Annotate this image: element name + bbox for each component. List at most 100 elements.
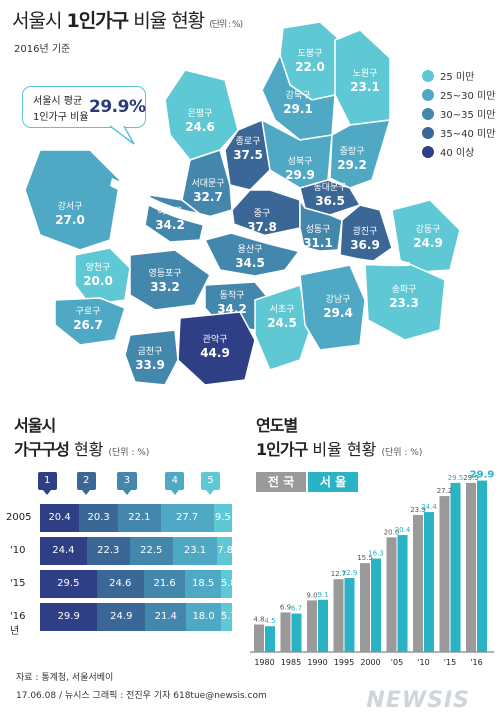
household-segment: 23.1 bbox=[172, 537, 218, 565]
household-title: 서울시 가구구성 현황 (단위 : %) bbox=[14, 412, 149, 460]
district-value: 37.8 bbox=[247, 220, 277, 234]
legend-swatch bbox=[422, 107, 434, 120]
legend-label: 30~35 미만 bbox=[440, 110, 496, 121]
bar-seoul-label: 24.4 bbox=[421, 503, 437, 511]
district-name: 용산구 bbox=[238, 244, 263, 255]
district-value: 34.2 bbox=[155, 218, 185, 232]
household-segment: 24.4 bbox=[40, 537, 87, 565]
bar-seoul-label: 29.9 bbox=[470, 470, 495, 481]
bar-nation bbox=[386, 537, 397, 652]
household-segment: 27.7 bbox=[160, 504, 214, 532]
yearly-title-rest: 비율 현황 bbox=[307, 440, 377, 459]
legend-swatch bbox=[422, 145, 434, 158]
district-value: 26.7 bbox=[73, 318, 103, 332]
district-name: 금천구 bbox=[138, 346, 163, 357]
bar-nation-label: 12.7 bbox=[331, 570, 347, 578]
bar-nation bbox=[439, 496, 450, 652]
bar-seoul bbox=[318, 599, 328, 652]
bar-seoul bbox=[344, 578, 355, 652]
district-14 bbox=[391, 199, 461, 273]
district-value: 23.1 bbox=[350, 80, 380, 94]
bar-nation-label: 20.0 bbox=[384, 528, 400, 536]
bar-seoul bbox=[424, 512, 434, 652]
title-unit: (단위 : %) bbox=[209, 20, 243, 30]
district-name: 중구 bbox=[254, 208, 271, 219]
district-value: 24.5 bbox=[267, 316, 297, 330]
bar-nation-label: 27.2 bbox=[437, 487, 453, 495]
bar-nation-label: 23.9 bbox=[410, 506, 426, 514]
legend-swatch bbox=[422, 88, 434, 101]
district-name: 강서구 bbox=[58, 201, 83, 212]
bar-seoul-label: 16.3 bbox=[368, 550, 384, 558]
district-value: 23.3 bbox=[389, 296, 419, 310]
district-name: 양천구 bbox=[86, 262, 111, 273]
household-segment: 20.4 bbox=[40, 504, 80, 532]
district-9 bbox=[24, 149, 121, 251]
title-post: 비율 현황 bbox=[128, 10, 205, 32]
district-value: 29.9 bbox=[285, 168, 315, 182]
district-value: 22.0 bbox=[295, 60, 325, 74]
household-segment: 20.3 bbox=[79, 504, 119, 532]
bar-seoul bbox=[477, 480, 487, 652]
x-tick-label: 1980 bbox=[254, 658, 274, 667]
legend-swatch bbox=[422, 126, 434, 139]
household-year-label: 2005 bbox=[6, 512, 32, 523]
district-value: 36.9 bbox=[350, 238, 380, 252]
district-name: 서초구 bbox=[270, 304, 295, 315]
district-name: 관악구 bbox=[203, 333, 228, 345]
source-text: 자료 : 통계청, 서울서베이 bbox=[16, 673, 114, 683]
household-legend-item: 1인가구 bbox=[37, 472, 57, 540]
district-name: 중랑구 bbox=[340, 145, 365, 157]
district-value: 24.6 bbox=[185, 120, 215, 134]
page-title: 서울시 1인가구 비율 현황 (단위 : %) bbox=[12, 6, 243, 33]
bar-nation-label: 6.9 bbox=[280, 603, 291, 611]
district-12 bbox=[299, 197, 343, 253]
household-title-rest: 현황 bbox=[68, 440, 104, 459]
map-legend: 25 미만 25~30 미만 30~35 미만 35~40 미만 40 이상 bbox=[422, 66, 495, 161]
bar-seoul bbox=[450, 482, 461, 652]
bar-nation bbox=[360, 563, 370, 652]
district-value: 44.9 bbox=[200, 346, 230, 360]
yearly-title: 연도별 1인가구 비율 현황 (단위 : %) bbox=[256, 412, 422, 460]
district-name: 구로구 bbox=[76, 306, 101, 317]
legend-seoul: 서 울 bbox=[308, 472, 358, 492]
household-segment: 22.3 bbox=[86, 537, 130, 565]
district-value: 27.0 bbox=[55, 213, 85, 227]
x-tick-label: 1985 bbox=[281, 658, 301, 667]
yearly-title-line1: 연도별 bbox=[256, 416, 298, 435]
district-value: 37.5 bbox=[233, 148, 263, 162]
newsis-watermark: NEWSIS bbox=[366, 688, 470, 713]
yearly-unit: (단위 : %) bbox=[381, 448, 423, 458]
household-segment: 24.9 bbox=[97, 603, 146, 631]
subtitle: 2016년 기준 bbox=[14, 44, 71, 55]
district-value: 36.5 bbox=[315, 194, 345, 208]
bar-nation-label: 9.0 bbox=[306, 591, 317, 599]
district-name: 강북구 bbox=[286, 90, 311, 101]
household-segment: 22.5 bbox=[129, 537, 173, 565]
bar-seoul bbox=[265, 626, 275, 652]
yearly-title-line2: 1인가구 bbox=[256, 440, 308, 459]
district-name: 종로구 bbox=[236, 136, 261, 147]
district-value: 29.4 bbox=[323, 306, 353, 320]
district-24 bbox=[124, 329, 179, 386]
legend-item: 35~40 미만 bbox=[422, 123, 495, 142]
district-value: 34.5 bbox=[235, 256, 265, 270]
legend-label: 35~40 미만 bbox=[440, 129, 496, 140]
x-tick-label: '16 bbox=[470, 658, 482, 667]
district-6 bbox=[329, 119, 392, 189]
district-value: 33.9 bbox=[135, 358, 165, 372]
title-pre: 서울시 bbox=[12, 10, 67, 32]
household-segment: 29.9 bbox=[40, 603, 98, 631]
household-segment: 22.1 bbox=[118, 504, 161, 532]
bar-nation bbox=[307, 600, 317, 652]
callout-pointer bbox=[109, 125, 135, 145]
district-name: 영등포구 bbox=[148, 268, 181, 279]
bar-seoul-label: 9.1 bbox=[317, 591, 328, 599]
bar-seoul bbox=[291, 613, 302, 652]
legend-item: 25 미만 bbox=[422, 66, 495, 85]
bar-nation bbox=[280, 612, 291, 652]
x-tick-label: '05 bbox=[391, 658, 403, 667]
household-segment: 5.7 bbox=[220, 603, 237, 631]
